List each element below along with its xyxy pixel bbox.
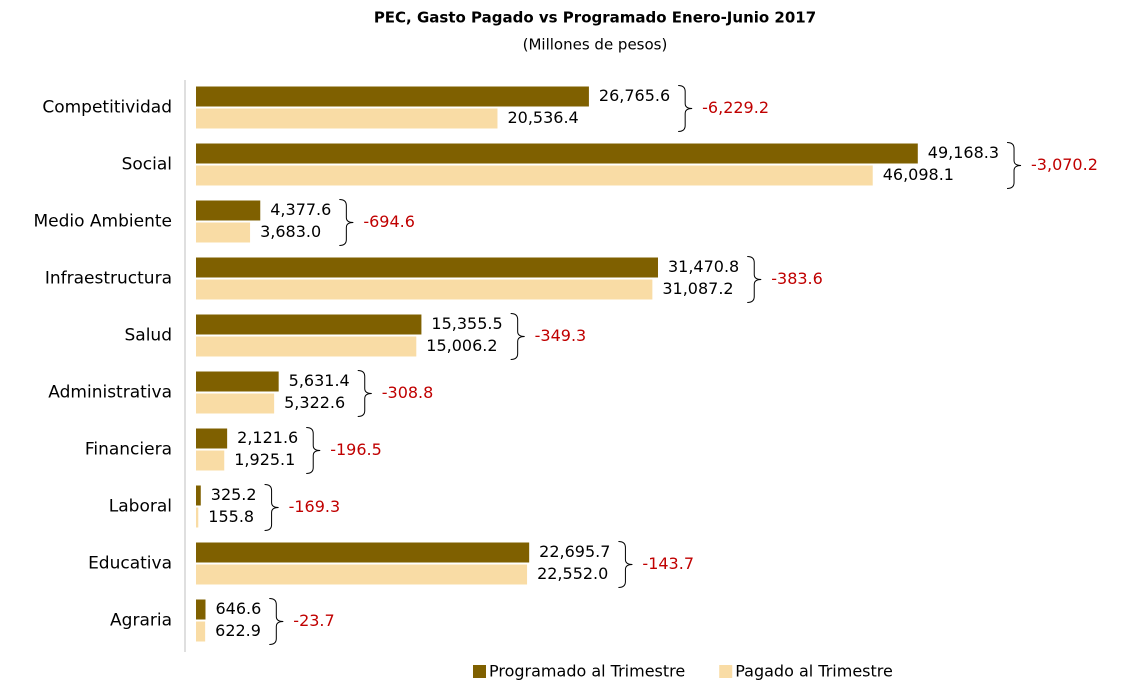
bar [196, 222, 251, 243]
bracket [678, 85, 693, 132]
bracket [747, 256, 762, 303]
category-label: Agraria [110, 611, 172, 631]
value-label: 622.9 [215, 621, 261, 640]
value-label: 49,168.3 [928, 143, 999, 162]
difference-label: -196.5 [330, 440, 382, 459]
difference-label: -383.6 [771, 269, 823, 288]
legend-swatch [719, 665, 733, 678]
chart-subtitle: (Millones de pesos) [523, 36, 668, 54]
value-label: 3,683.0 [260, 222, 321, 241]
value-label: 1,925.1 [234, 450, 295, 469]
bracket [1007, 142, 1022, 189]
value-label: 5,631.4 [289, 371, 350, 390]
bracket [306, 427, 321, 474]
bracket [269, 598, 284, 645]
bar [196, 108, 498, 129]
bracket [618, 541, 633, 588]
chart-title: PEC, Gasto Pagado vs Programado Enero-Ju… [374, 9, 816, 27]
category-label: Infraestructura [45, 269, 172, 289]
category-label: Administrativa [48, 383, 172, 403]
bar [196, 165, 873, 186]
bar [196, 564, 528, 585]
bar [196, 200, 261, 221]
value-label: 31,087.2 [662, 279, 733, 298]
category-label: Educativa [88, 554, 172, 574]
bar [196, 279, 653, 300]
difference-label: -308.8 [382, 383, 434, 402]
difference-label: -349.3 [535, 326, 587, 345]
bar [196, 393, 275, 414]
legend-swatch [473, 665, 486, 678]
difference-label: -23.7 [293, 611, 334, 630]
value-label: 15,006.2 [426, 336, 497, 355]
bracket [339, 199, 354, 246]
bar [196, 621, 206, 642]
bar [196, 314, 422, 335]
bar [196, 542, 530, 563]
bar [196, 257, 658, 278]
category-label: Social [122, 155, 172, 175]
value-label: 20,536.4 [507, 108, 578, 127]
value-label: 4,377.6 [270, 200, 331, 219]
difference-label: -3,070.2 [1031, 155, 1098, 174]
category-label: Financiera [85, 440, 172, 460]
value-label: 155.8 [208, 507, 254, 526]
value-label: 26,765.6 [599, 86, 670, 105]
category-label: Laboral [109, 497, 172, 517]
value-label: 46,098.1 [883, 165, 954, 184]
bar [196, 450, 225, 471]
bar [196, 371, 279, 392]
bar [196, 485, 201, 506]
difference-label: -169.3 [289, 497, 341, 516]
difference-label: -694.6 [363, 212, 415, 231]
value-label: 325.2 [211, 485, 257, 504]
difference-label: -143.7 [642, 554, 694, 573]
category-label: Competitividad [42, 98, 172, 118]
value-label: 2,121.6 [237, 428, 298, 447]
bar [196, 507, 199, 528]
bracket [357, 370, 372, 417]
bar [196, 599, 206, 620]
category-label: Medio Ambiente [33, 212, 172, 232]
legend-label: Programado al Trimestre [489, 662, 685, 681]
difference-label: -6,229.2 [702, 98, 769, 117]
bar [196, 143, 918, 164]
legend-label: Pagado al Trimestre [735, 662, 893, 681]
bracket [264, 484, 279, 531]
value-label: 5,322.6 [284, 393, 345, 412]
value-label: 22,695.7 [539, 542, 610, 561]
value-label: 15,355.5 [431, 314, 502, 333]
category-label: Salud [125, 326, 173, 346]
value-label: 31,470.8 [668, 257, 739, 276]
value-label: 646.6 [215, 599, 261, 618]
bar [196, 428, 228, 449]
bar [196, 86, 589, 107]
bar [196, 336, 417, 357]
value-label: 22,552.0 [537, 564, 608, 583]
bracket [510, 313, 525, 360]
